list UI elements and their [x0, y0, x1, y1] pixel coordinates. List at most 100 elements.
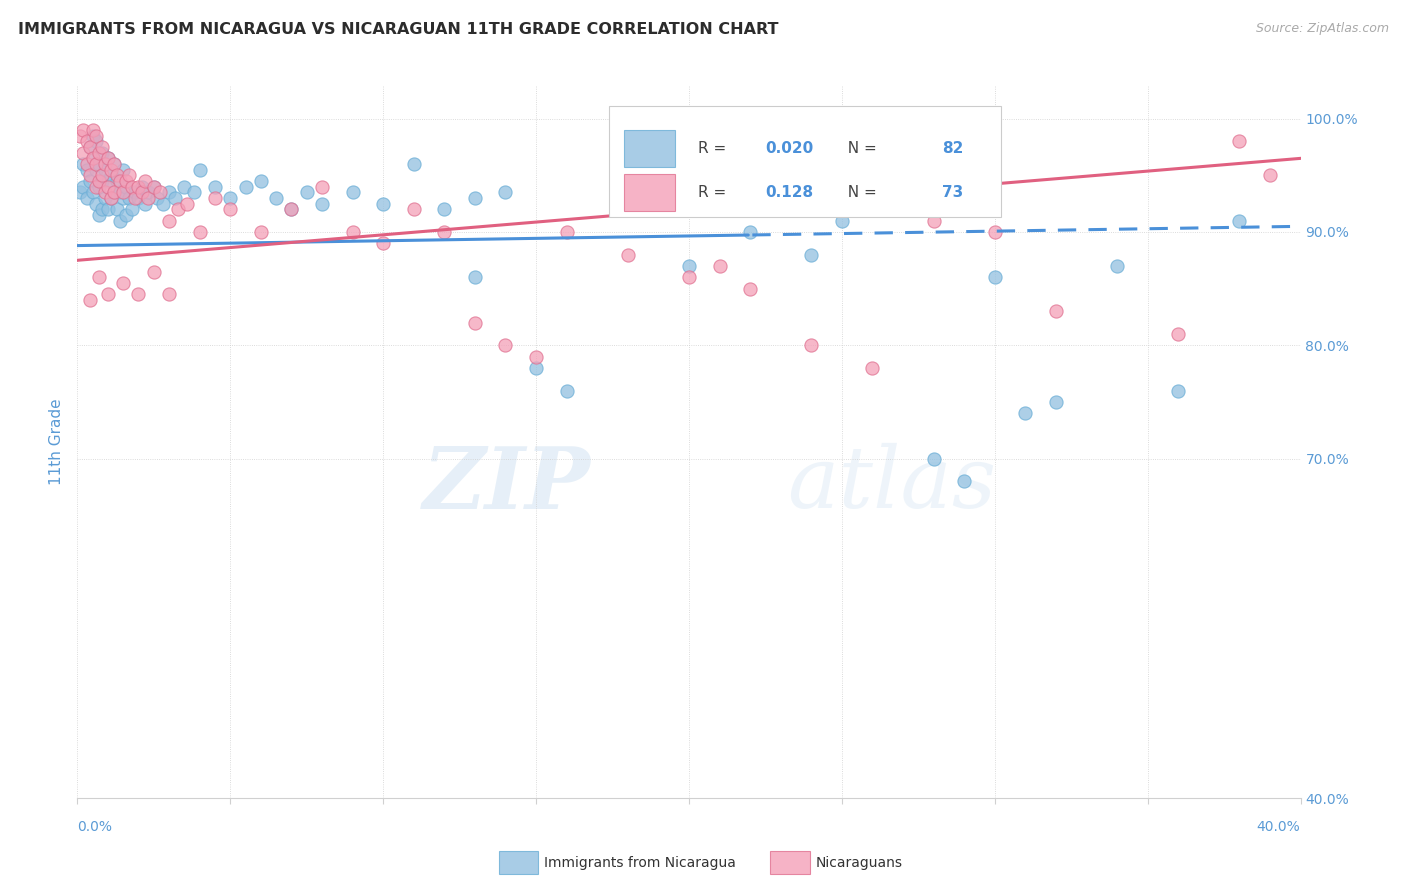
Point: [555, 225, 578, 239]
Point: [188, 225, 211, 239]
Point: [84, 196, 107, 211]
Point: [800, 247, 823, 261]
Point: [100, 191, 122, 205]
Point: [464, 316, 486, 330]
Point: [105, 174, 128, 188]
Point: [136, 186, 159, 200]
Point: [87, 157, 110, 171]
Point: [100, 162, 122, 177]
Text: Source: ZipAtlas.com: Source: ZipAtlas.com: [1256, 22, 1389, 36]
Point: [105, 169, 128, 183]
Point: [82, 123, 104, 137]
Text: ZIP: ZIP: [423, 442, 591, 526]
Point: [173, 179, 195, 194]
Point: [87, 145, 110, 160]
Point: [371, 196, 394, 211]
Point: [100, 191, 122, 205]
Point: [1045, 395, 1067, 409]
Point: [922, 213, 945, 227]
Point: [235, 179, 257, 194]
Point: [131, 186, 153, 200]
Point: [87, 179, 110, 194]
Point: [678, 259, 700, 273]
Point: [149, 186, 172, 200]
Point: [124, 191, 146, 205]
Point: [69, 128, 91, 143]
Point: [87, 208, 110, 222]
Text: R =: R =: [697, 185, 731, 200]
Text: Immigrants from Nicaragua: Immigrants from Nicaragua: [544, 855, 735, 870]
Point: [72, 179, 94, 194]
Point: [82, 186, 104, 200]
Point: [124, 186, 146, 200]
Point: [165, 191, 187, 205]
Point: [103, 157, 125, 171]
Point: [121, 179, 143, 194]
Point: [115, 179, 138, 194]
Point: [115, 208, 138, 222]
Point: [1045, 304, 1067, 318]
Point: [311, 179, 333, 194]
Text: 73: 73: [942, 185, 963, 200]
Point: [953, 474, 976, 488]
Point: [495, 338, 517, 352]
Point: [121, 202, 143, 217]
Point: [280, 202, 302, 217]
Point: [84, 157, 107, 171]
Point: [250, 174, 273, 188]
Point: [152, 196, 174, 211]
Point: [103, 186, 125, 200]
Point: [112, 162, 135, 177]
Point: [128, 179, 150, 194]
Text: 0.128: 0.128: [765, 185, 813, 200]
Point: [1167, 326, 1189, 341]
Point: [103, 186, 125, 200]
Point: [524, 360, 547, 375]
Point: [984, 270, 1007, 285]
Point: [157, 186, 180, 200]
Point: [82, 152, 104, 166]
Point: [555, 384, 578, 398]
Point: [142, 179, 165, 194]
Point: [984, 225, 1007, 239]
Point: [167, 202, 190, 217]
Point: [495, 186, 517, 200]
Point: [97, 152, 120, 166]
Point: [402, 202, 425, 217]
Point: [740, 282, 762, 296]
Point: [79, 169, 101, 183]
Point: [108, 174, 131, 188]
Point: [97, 152, 120, 166]
Text: N =: N =: [838, 185, 882, 200]
Text: atlas: atlas: [787, 443, 995, 525]
Point: [433, 225, 456, 239]
Point: [1229, 213, 1251, 227]
Point: [1229, 134, 1251, 148]
Point: [84, 134, 107, 148]
Point: [90, 169, 112, 183]
Point: [87, 270, 110, 285]
Point: [82, 128, 104, 143]
Point: [128, 287, 150, 301]
Point: [134, 174, 156, 188]
Point: [1258, 169, 1281, 183]
Point: [1107, 259, 1129, 273]
Point: [250, 225, 273, 239]
Point: [90, 145, 112, 160]
Point: [280, 202, 302, 217]
Point: [464, 270, 486, 285]
Text: IMMIGRANTS FROM NICARAGUA VS NICARAGUAN 11TH GRADE CORRELATION CHART: IMMIGRANTS FROM NICARAGUA VS NICARAGUAN …: [18, 22, 779, 37]
Point: [108, 213, 131, 227]
Point: [131, 179, 153, 194]
Point: [740, 225, 762, 239]
Point: [105, 202, 128, 217]
Point: [118, 191, 141, 205]
Point: [1014, 406, 1036, 420]
Point: [84, 128, 107, 143]
Point: [709, 259, 731, 273]
Point: [87, 174, 110, 188]
Point: [90, 202, 112, 217]
Point: [311, 196, 333, 211]
Point: [76, 134, 98, 148]
Point: [134, 196, 156, 211]
